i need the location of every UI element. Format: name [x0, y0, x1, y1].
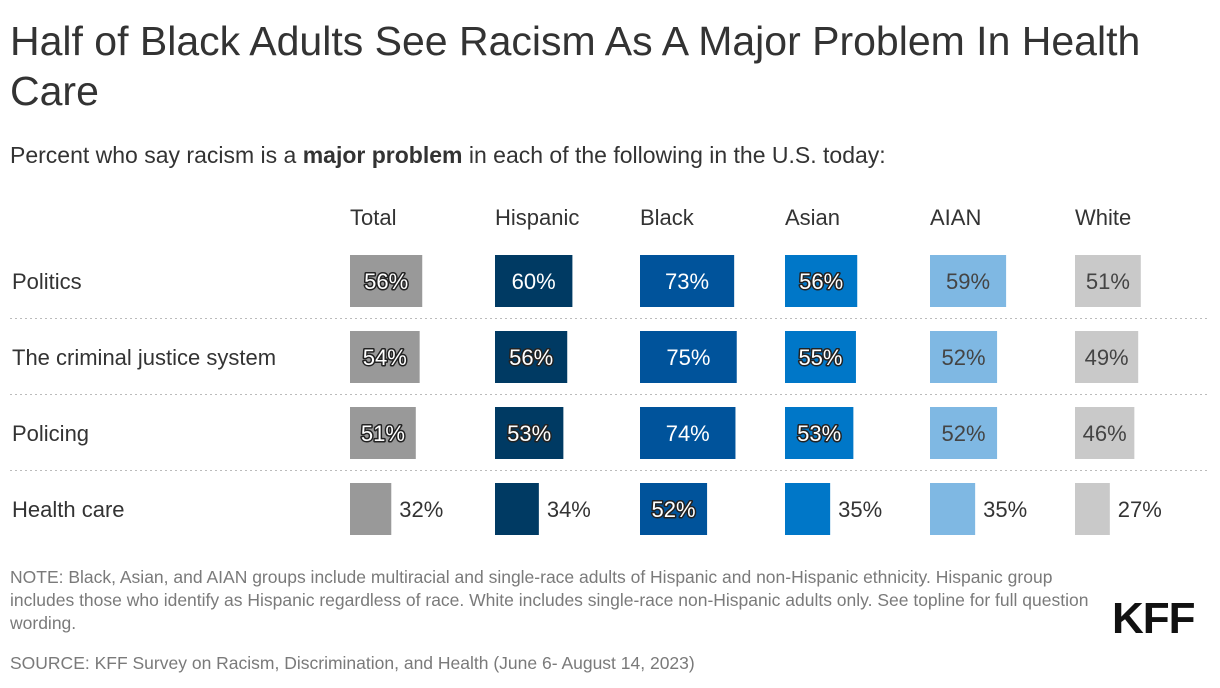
bar — [1075, 255, 1141, 307]
data-label: 60% — [512, 269, 556, 294]
data-label: 74% — [666, 421, 710, 446]
bar — [350, 331, 420, 383]
column-header-hispanic: Hispanic — [495, 205, 579, 230]
row-label: Policing — [12, 421, 89, 446]
column-header-white: White — [1075, 205, 1131, 230]
bar — [350, 407, 416, 459]
chart-note: NOTE: Black, Asian, and AIAN groups incl… — [10, 567, 1089, 633]
bar — [350, 483, 392, 535]
bar — [640, 255, 735, 307]
bar — [640, 331, 737, 383]
bar — [640, 483, 708, 535]
data-label: 73% — [665, 269, 709, 294]
bar — [495, 255, 573, 307]
bar — [930, 331, 998, 383]
data-label: 35% — [983, 497, 1027, 522]
row-label: Health care — [12, 497, 125, 522]
data-label: 54% — [363, 345, 407, 370]
row-label: Politics — [12, 269, 82, 294]
subtitle-text-end: in each of the following in the U.S. tod… — [462, 142, 886, 168]
bar — [930, 255, 1007, 307]
bar — [785, 255, 858, 307]
bar — [495, 483, 539, 535]
column-header-aian: AIAN — [930, 205, 981, 230]
data-label: 53% — [507, 421, 551, 446]
data-label: 35% — [838, 497, 882, 522]
bar — [640, 407, 736, 459]
data-label: 34% — [547, 497, 591, 522]
bar — [495, 407, 564, 459]
data-label: 52% — [942, 421, 986, 446]
data-label: 59% — [946, 269, 990, 294]
data-label: 51% — [361, 421, 405, 446]
data-label: 27% — [1118, 497, 1162, 522]
column-header-black: Black — [640, 205, 695, 230]
bar — [350, 255, 423, 307]
data-label: 56% — [364, 269, 408, 294]
data-label: 52% — [942, 345, 986, 370]
bar — [930, 407, 998, 459]
bar-chart: Total Hispanic Black Asian AIAN White Politics… — [10, 205, 1210, 535]
data-label: 53% — [797, 421, 841, 446]
chart-source: SOURCE: KFF Survey on Racism, Discrimina… — [10, 653, 695, 673]
kff-logo: KFF — [1112, 594, 1196, 643]
data-label: 56% — [799, 269, 843, 294]
bar — [1075, 483, 1110, 535]
bar — [1075, 331, 1139, 383]
bar — [785, 483, 831, 535]
data-label: 55% — [798, 345, 842, 370]
subtitle-emphasis: major problem — [302, 142, 463, 168]
data-label: 75% — [666, 345, 710, 370]
bar — [495, 331, 568, 383]
chart-title: Half of Black Adults See Racism As A Maj… — [10, 18, 1141, 114]
column-header-asian: Asian — [785, 205, 840, 230]
bar — [930, 483, 976, 535]
chart-subtitle: Percent who say racism is a major proble… — [10, 140, 886, 170]
bar — [785, 407, 854, 459]
data-label: 51% — [1086, 269, 1130, 294]
data-label: 49% — [1085, 345, 1129, 370]
bar — [785, 331, 856, 383]
row-label: The criminal justice system — [12, 345, 276, 370]
data-label: 56% — [509, 345, 553, 370]
data-label: 32% — [399, 497, 443, 522]
subtitle-text-start: Percent who say racism is a — [10, 142, 303, 168]
bar — [1075, 407, 1135, 459]
data-label: 52% — [652, 497, 696, 522]
column-header-total: Total — [350, 205, 396, 230]
data-label: 46% — [1083, 421, 1127, 446]
